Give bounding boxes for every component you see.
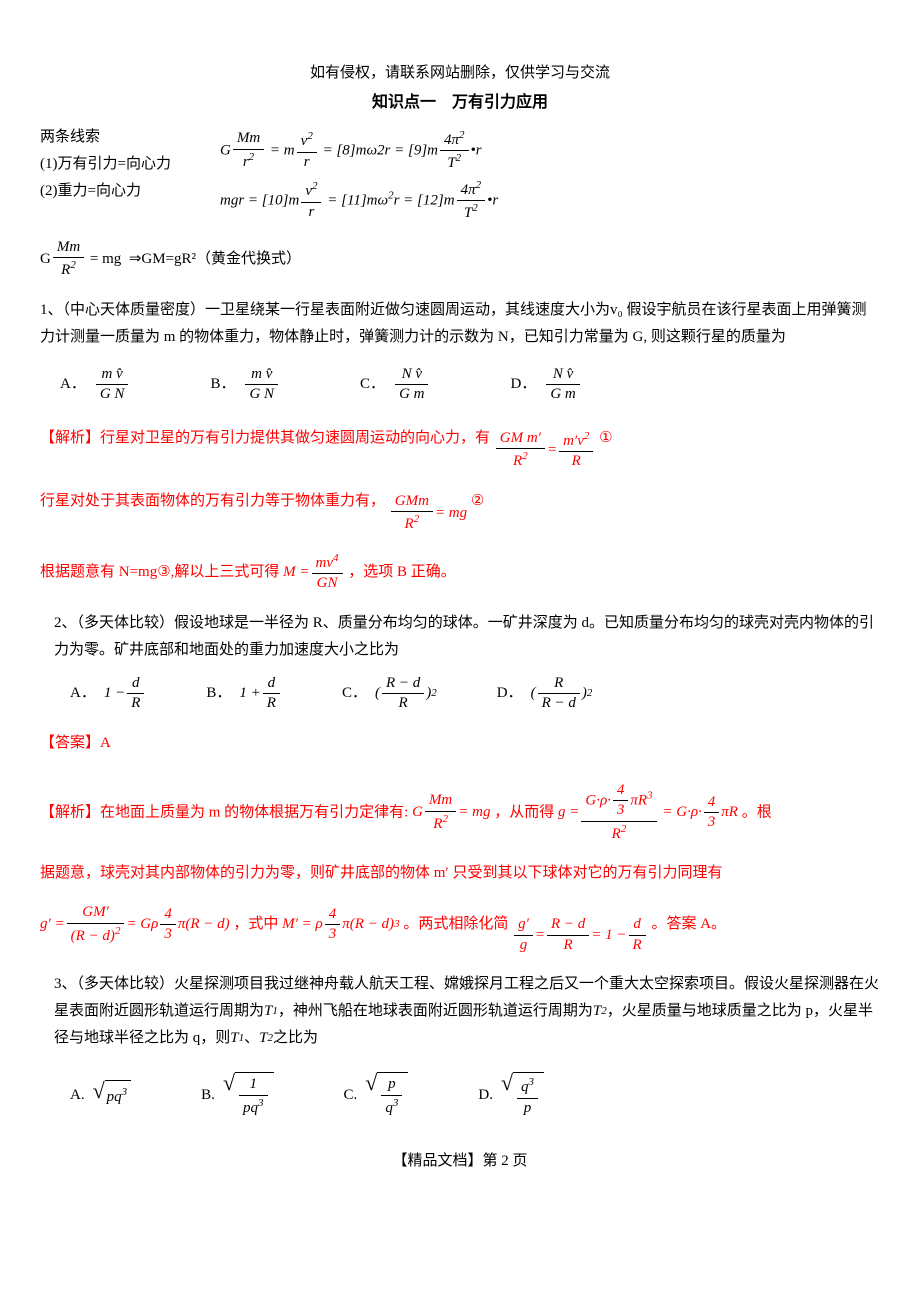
q2-option-a: A． 1 − dR [70,674,146,714]
formula-weight: mgr = [10]mv2r = [11]mω2r = [12]m4π2T2•r [220,178,498,224]
explain-1-line1: 【解析】行星对卫星的万有引力提供其做匀速圆周运动的向心力，有 GM m′R2 =… [40,425,880,472]
q2-option-c: C． (R − dR)2 [342,674,437,714]
q1-option-b: B． m v̂G N [210,365,280,405]
explain-1-line3: 根据题意有 N=mg③,解以上三式可得 M = mv4GN ，选项 B 正确。 [40,551,880,594]
header-notice: 如有侵权，请联系网站删除，仅供学习与交流 [40,60,880,87]
q3-option-d: D. √q3p [478,1072,544,1118]
question-1: 1、（中心天体质量密度）一卫星绕某一行星表面附近做匀速圆周运动，其线速度大小为v… [40,297,880,351]
page-footer: 【精品文档】第 2 页 [40,1148,880,1175]
intro-line2: (1)万有引力=向心力 [40,151,200,178]
q3-option-c: C. √pq3 [344,1072,409,1118]
formula-gravity: GMmr2 = mv2r = [8]mω2r = [9]m4π2T2•r [220,128,498,174]
intro-block: 两条线索 (1)万有引力=向心力 (2)重力=向心力 GMmr2 = mv2r … [40,124,880,228]
page-title: 知识点一 万有引力应用 [40,89,880,118]
intro-line3: (2)重力=向心力 [40,178,200,205]
explain-2-line3: g′ = GM′(R − d)2 = Gρ43π(R − d) ，式中 M′ =… [40,903,880,955]
question-2: 2、（多天体比较）假设地球是一半径为 R、质量分布均匀的球体。一矿井深度为 d。… [40,610,880,664]
q2-option-b: B． 1 + dR [206,674,282,714]
q2-options: A． 1 − dR B． 1 + dR C． (R − dR)2 D． (RR … [40,674,880,714]
q3-option-a: A. √pq3 [70,1072,131,1118]
explain-2-line2: 据题意，球壳对其内部物体的引力为零，则矿井底部的物体 m′ 只受到其以下球体对它… [40,860,880,887]
q1-option-a: A． m v̂G N [60,365,130,405]
q1-option-c: C． N v̂G m [360,365,430,405]
q2-option-d: D． (RR − d)2 [497,674,593,714]
q2-answer: 【答案】A [40,730,880,757]
golden-formula: GMmR2 = mg ⇒GM=gR²（黄金代换式） [40,238,880,281]
q1-option-d: D． N v̂G m [510,365,581,405]
q1-options: A． m v̂G N B． m v̂G N C． N v̂G m D． N v̂… [40,365,880,405]
intro-line1: 两条线索 [40,124,200,151]
question-3: 3、（多天体比较）火星探测项目我过继神舟载人航天工程、嫦娥探月工程之后又一个重大… [40,971,880,1052]
q3-options: A. √pq3 B. √1pq3 C. √pq3 D. √q3p [40,1072,880,1118]
explain-2-line1: 【解析】在地面上质量为 m 的物体根据万有引力定律有: GMmR2 = mg ，… [40,781,880,845]
q3-option-b: B. √1pq3 [201,1072,273,1118]
explain-1-line2: 行星对处于其表面物体的万有引力等于物体重力有， GMmR2 = mg ② [40,488,880,535]
